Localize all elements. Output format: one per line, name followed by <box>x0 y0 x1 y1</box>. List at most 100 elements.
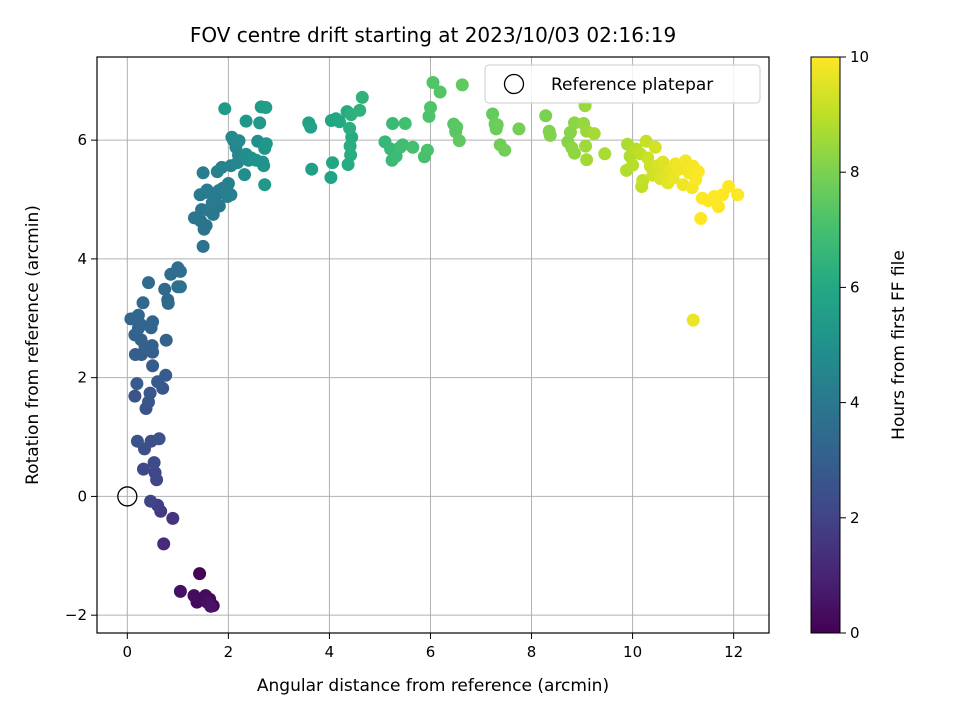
data-point <box>333 115 346 129</box>
plot-area-frame <box>96 56 770 634</box>
data-point <box>161 293 175 307</box>
y-axis-title: Rotation from reference (arcmin) <box>23 205 43 485</box>
data-point <box>420 143 434 157</box>
data-point <box>455 78 469 92</box>
data-point <box>694 212 708 225</box>
grid <box>97 57 769 633</box>
colorbar-tick-label: 6 <box>850 278 860 296</box>
data-point <box>220 190 234 203</box>
x-axis-title: Angular distance from reference (arcmin) <box>257 676 609 696</box>
colorbar-gradient <box>810 56 841 634</box>
x-axis: 0 2 4 6 8 10 12 <box>123 633 743 661</box>
data-point <box>158 282 172 296</box>
data-point <box>232 134 246 148</box>
data-point <box>731 188 745 202</box>
data-point <box>450 120 464 134</box>
data-point <box>486 107 500 121</box>
data-point <box>587 127 601 141</box>
data-point <box>258 178 272 192</box>
data-point <box>193 567 207 581</box>
data-point <box>498 143 512 157</box>
colorbar-tick-label: 0 <box>850 624 860 642</box>
data-point <box>159 368 173 382</box>
reference-marker <box>117 486 138 507</box>
data-point <box>159 333 173 347</box>
data-point <box>648 140 662 154</box>
x-tick-label: 6 <box>426 643 436 661</box>
data-point <box>343 139 357 153</box>
data-point <box>144 494 158 508</box>
data-point <box>128 348 142 361</box>
y-tick-label: 0 <box>77 487 87 505</box>
data-point <box>173 584 187 598</box>
data-point <box>355 90 369 104</box>
x-tick-label: 2 <box>224 643 234 661</box>
data-point <box>580 153 594 167</box>
data-point <box>424 101 437 114</box>
data-point <box>257 159 271 173</box>
data-point <box>187 589 201 603</box>
colorbar-tick-label: 10 <box>850 48 869 66</box>
y-axis: −2 0 2 4 6 <box>65 131 97 624</box>
data-point <box>253 116 267 130</box>
colorbar: 0 2 4 6 8 10 Hours from first FF file <box>810 48 909 642</box>
data-point <box>406 140 420 154</box>
data-point <box>490 118 504 132</box>
data-point <box>147 456 161 470</box>
y-tick-label: 2 <box>77 369 87 387</box>
data-point <box>656 155 670 169</box>
legend-reference-marker <box>503 73 525 95</box>
data-point <box>200 183 214 197</box>
data-point <box>353 103 367 117</box>
x-tick-label: 8 <box>527 643 537 661</box>
data-point <box>144 321 158 335</box>
x-tick-label: 10 <box>623 643 642 661</box>
chart-title: FOV centre drift starting at 2023/10/03 … <box>190 23 676 47</box>
data-point <box>304 120 318 134</box>
data-point <box>386 117 400 130</box>
data-point <box>221 177 235 190</box>
data-point <box>130 434 144 448</box>
data-point <box>143 386 157 400</box>
data-point <box>173 280 187 294</box>
data-point <box>136 296 150 310</box>
data-point <box>543 128 557 142</box>
data-point <box>196 166 210 180</box>
data-point <box>426 76 440 89</box>
legend-reference-label: Reference platepar <box>551 75 713 95</box>
data-point <box>686 313 700 327</box>
data-point <box>343 121 357 135</box>
data-point <box>539 109 553 123</box>
data-point <box>152 432 166 446</box>
data-point <box>326 156 339 170</box>
data-point <box>324 171 338 184</box>
data-point <box>259 137 273 151</box>
data-point <box>259 101 273 114</box>
data-point <box>305 162 319 176</box>
colorbar-tick-label: 4 <box>850 394 860 412</box>
data-point <box>722 180 736 193</box>
data-point <box>148 466 162 480</box>
data-point <box>579 139 593 153</box>
legend-box <box>484 64 761 104</box>
data-point <box>433 85 447 99</box>
y-tick-label: 4 <box>77 250 87 268</box>
data-point <box>173 264 187 278</box>
legend: Reference platepar <box>484 64 761 104</box>
x-tick-label: 0 <box>123 643 133 661</box>
data-point <box>157 537 171 551</box>
colorbar-tick-label: 8 <box>850 163 860 181</box>
data-point <box>396 138 410 152</box>
data-point <box>146 359 160 373</box>
data-point <box>137 462 150 476</box>
data-point <box>131 308 145 322</box>
data-point <box>239 114 253 128</box>
colorbar-label: Hours from first FF file <box>889 250 909 440</box>
data-point <box>512 122 526 136</box>
data-point <box>166 511 180 525</box>
data-point <box>452 134 466 148</box>
data-point <box>238 168 251 182</box>
colorbar-tick-label: 2 <box>850 509 860 527</box>
data-point <box>598 147 612 161</box>
colorbar-ticks: 0 2 4 6 8 10 <box>840 48 869 642</box>
